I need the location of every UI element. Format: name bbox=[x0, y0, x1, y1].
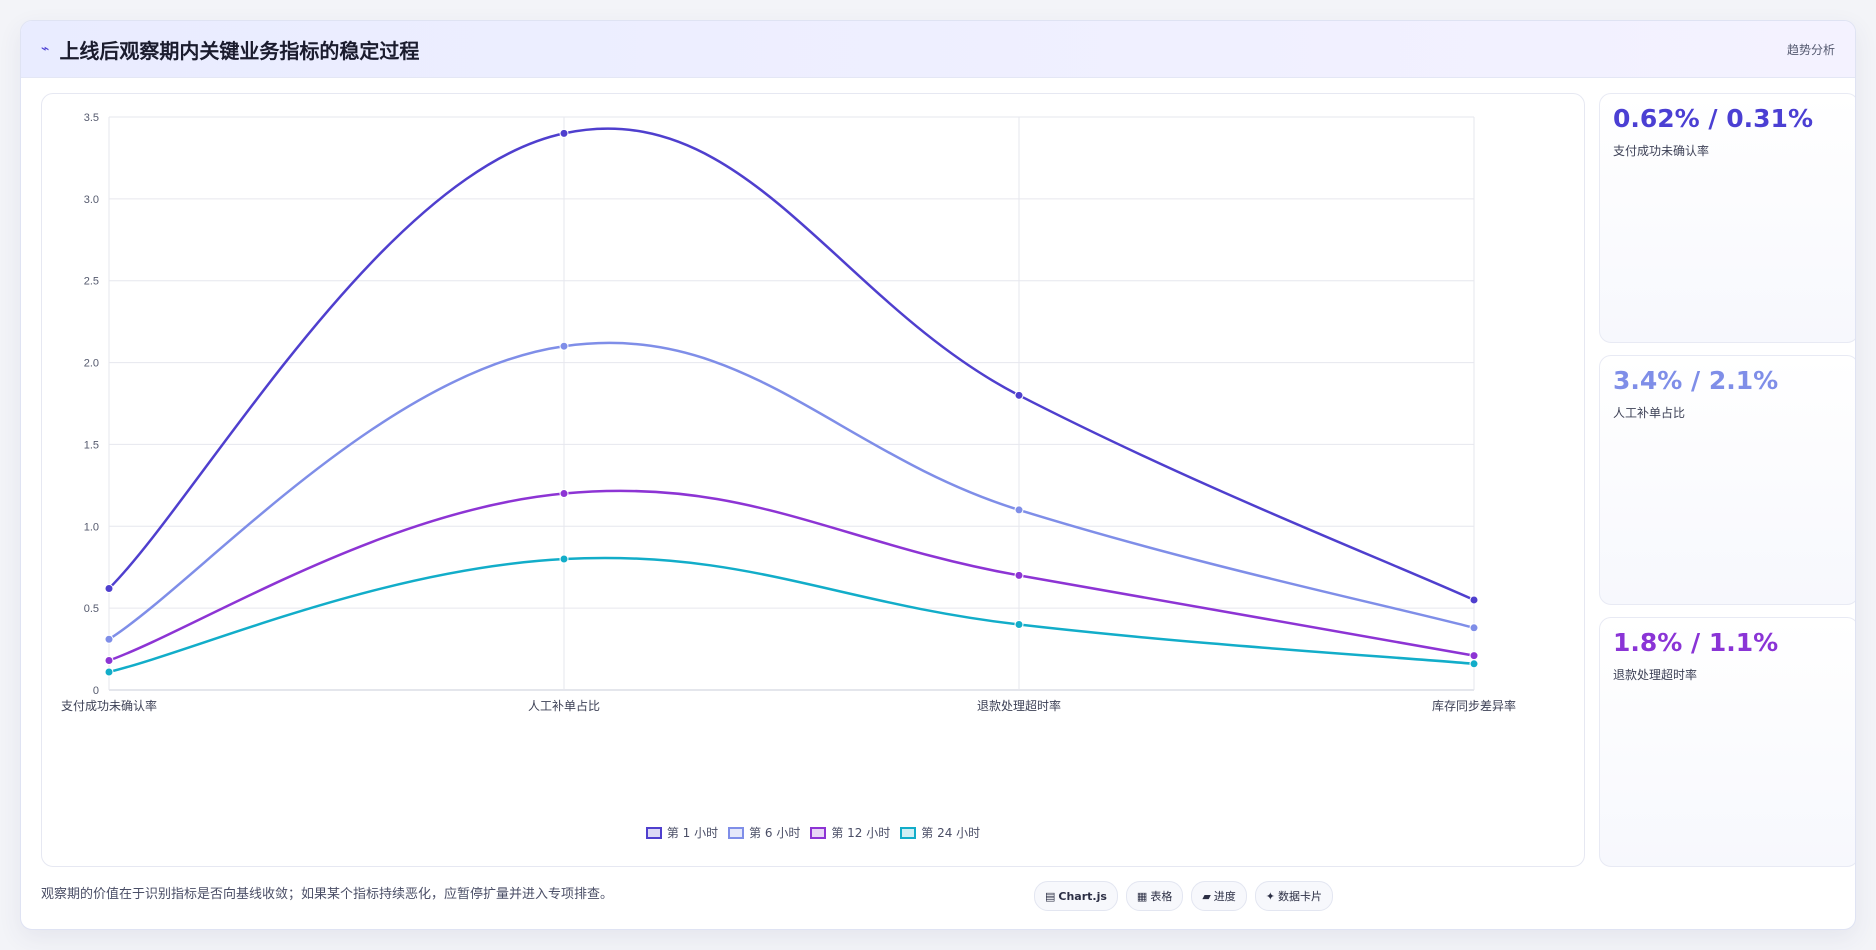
legend-item[interactable]: 第 24 小时 bbox=[900, 824, 980, 841]
y-tick-label: 0.5 bbox=[84, 603, 99, 615]
legend-label: 第 24 小时 bbox=[921, 826, 981, 840]
card-title: 上线后观察期内关键业务指标的稳定过程 bbox=[59, 38, 420, 63]
series-line bbox=[108, 341, 1475, 641]
x-tick-label: 支付成功未确认率 bbox=[61, 698, 157, 713]
data-point bbox=[1469, 651, 1479, 661]
stat-card-payment: 0.62% / 0.31% 支付成功未确认率 bbox=[1599, 93, 1855, 343]
x-tick-label: 人工补单占比 bbox=[528, 698, 600, 713]
stat-card-refund: 1.8% / 1.1% 退款处理超时率 bbox=[1599, 617, 1855, 867]
data-point bbox=[104, 583, 114, 593]
table-icon: ▦ bbox=[1136, 889, 1148, 903]
tag-label: 表格 bbox=[1150, 890, 1173, 903]
y-tick-label: 2.0 bbox=[84, 358, 99, 370]
series-line bbox=[108, 127, 1475, 602]
series-line bbox=[108, 556, 1475, 674]
progress-icon: ▰ bbox=[1202, 889, 1211, 903]
data-point bbox=[1469, 595, 1479, 605]
sparkle-icon: ✦ bbox=[1265, 889, 1276, 903]
trend-line-icon: ⌁ bbox=[41, 41, 50, 57]
x-tick-label: 退款处理超时率 bbox=[977, 698, 1061, 713]
data-point bbox=[104, 634, 114, 644]
y-tick-label: 2.5 bbox=[84, 276, 99, 288]
chart-icon: ▤ bbox=[1045, 889, 1056, 903]
legend-label: 第 6 小时 bbox=[749, 826, 801, 840]
y-tick-label: 1.0 bbox=[84, 521, 99, 533]
legend-item[interactable]: 第 1 小时 bbox=[645, 824, 719, 841]
legend-swatch bbox=[728, 826, 745, 839]
tag-table[interactable]: ▦ 表格 bbox=[1125, 881, 1184, 911]
data-point bbox=[1014, 390, 1024, 400]
trend-analysis-link[interactable]: 趋势分析 bbox=[1786, 42, 1835, 57]
y-tick-label: 3.5 bbox=[84, 112, 99, 124]
stat-value: 3.4% / 2.1% bbox=[1613, 366, 1779, 395]
stat-label: 退款处理超时率 bbox=[1613, 668, 1698, 682]
stat-label: 人工补单占比 bbox=[1613, 406, 1686, 420]
data-point bbox=[559, 489, 569, 499]
data-point bbox=[559, 341, 569, 351]
legend-item[interactable]: 第 12 小时 bbox=[810, 824, 890, 841]
legend-label: 第 12 小时 bbox=[831, 826, 891, 840]
line-chart: 0 0.5 1.0 1.5 2.0 2.5 3.0 3.5 支付成功未确认率 人工补单占比 退款处理… bbox=[61, 112, 1516, 713]
y-tick-label: 1.5 bbox=[84, 439, 99, 451]
chart-panel: 0 0.5 1.0 1.5 2.0 2.5 3.0 3.5 支付成功未确认率 人工补单占比 退款处理… bbox=[41, 93, 1585, 867]
data-point bbox=[559, 128, 569, 138]
series-line bbox=[108, 489, 1475, 662]
tag-data-card[interactable]: ✦ 数据卡片 bbox=[1254, 881, 1334, 911]
chart-legend: 第 1 小时 第 6 小时 第 12 小时 第 24 小时 bbox=[42, 824, 1584, 841]
stat-label: 支付成功未确认率 bbox=[1613, 144, 1710, 158]
stat-value: 0.62% / 0.31% bbox=[1613, 104, 1813, 133]
stat-card-manual-order: 3.4% / 2.1% 人工补单占比 bbox=[1599, 355, 1855, 605]
legend-item[interactable]: 第 6 小时 bbox=[728, 824, 800, 841]
data-point bbox=[104, 656, 114, 666]
data-point bbox=[1014, 570, 1024, 580]
data-point bbox=[559, 554, 569, 564]
footer-note: 观察期的价值在于识别指标是否向基线收敛；如果某个指标持续恶化，应暂停扩量并进入专… bbox=[41, 887, 614, 902]
tag-label: 进度 bbox=[1213, 890, 1236, 903]
legend-label: 第 1 小时 bbox=[666, 826, 719, 840]
legend-swatch bbox=[645, 826, 662, 839]
dashboard-card: ⌁ 上线后观察期内关键业务指标的稳定过程 趋势分析 0 0.5 1.0 1.5 2.0 2… bbox=[20, 20, 1856, 930]
legend-swatch bbox=[810, 826, 827, 839]
y-tick-label: 0 bbox=[93, 685, 99, 697]
data-point bbox=[104, 667, 114, 677]
tag-label: 数据卡片 bbox=[1278, 890, 1323, 903]
data-point bbox=[1469, 623, 1479, 633]
tech-tags: ▤ Chart.js ▦ 表格 ▰ 进度 ✦ 数据卡片 bbox=[1034, 881, 1334, 911]
legend-swatch bbox=[900, 826, 917, 839]
data-point bbox=[1014, 505, 1024, 515]
card-header: ⌁ 上线后观察期内关键业务指标的稳定过程 趋势分析 bbox=[21, 21, 1855, 78]
x-tick-label: 库存同步差异率 bbox=[1432, 698, 1516, 713]
y-tick-label: 3.0 bbox=[84, 194, 99, 206]
tag-progress[interactable]: ▰ 进度 bbox=[1191, 881, 1247, 911]
stat-value: 1.8% / 1.1% bbox=[1613, 628, 1779, 657]
tag-chartjs[interactable]: ▤ Chart.js bbox=[1034, 881, 1118, 911]
tag-label: Chart.js bbox=[1058, 889, 1107, 903]
data-point bbox=[1014, 620, 1024, 630]
data-point bbox=[1469, 659, 1479, 669]
